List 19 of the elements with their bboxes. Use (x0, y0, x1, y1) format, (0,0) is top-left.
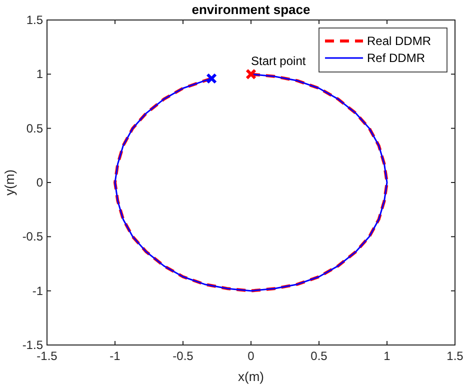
y-tick-label: 1.5 (26, 13, 44, 27)
x-tick-label: -1 (110, 349, 121, 363)
y-tick-label: -0.5 (22, 230, 44, 244)
x-tick-label: -0.5 (172, 349, 194, 363)
y-tick-label: 1 (36, 67, 44, 82)
x-axis-title: x(m) (238, 369, 264, 384)
y-axis-title: y(m) (2, 170, 17, 196)
x-tick-label: 0 (248, 349, 255, 363)
legend-label: Real DDMR (367, 34, 432, 48)
chart-title: environment space (192, 2, 310, 17)
y-tick-label: 0 (36, 176, 44, 190)
x-tick-label: 1 (384, 349, 391, 363)
legend-label: Ref DDMR (367, 51, 426, 65)
y-tick-label: -1 (32, 284, 44, 298)
annotation: Start point (251, 54, 306, 68)
x-tick-label: 1.5 (446, 349, 464, 363)
y-tick-label: 0.5 (26, 121, 44, 136)
x-tick-label: 0.5 (310, 349, 328, 363)
y-tick-label: -1.5 (22, 338, 44, 352)
